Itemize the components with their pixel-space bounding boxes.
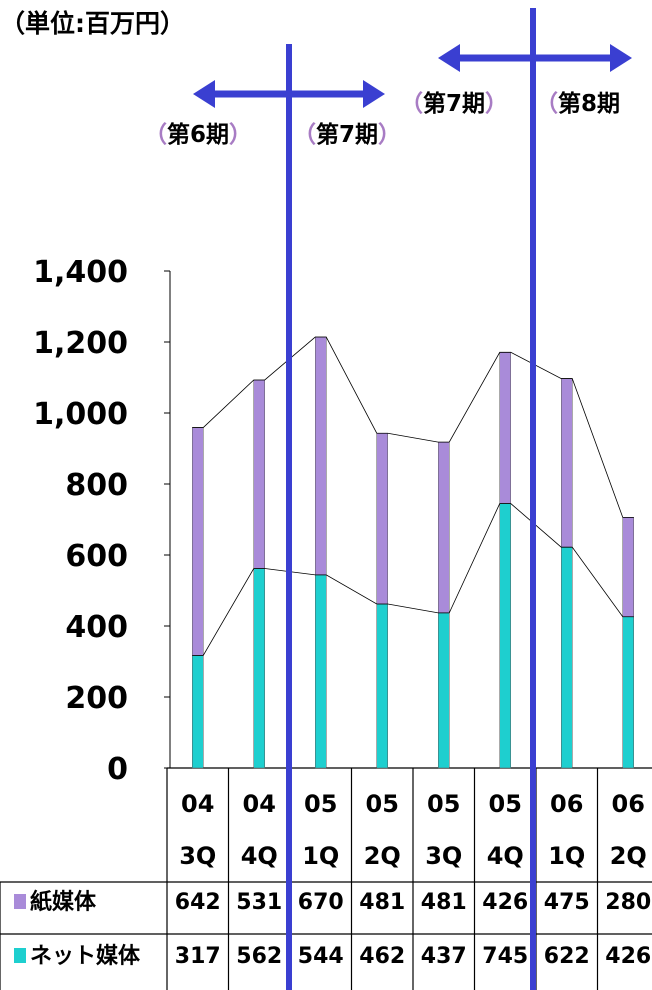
y-tick-label: 400 [65, 610, 128, 645]
series-line-total [192, 336, 634, 518]
bar-paper [438, 441, 450, 614]
x-category-label-quarter: 3Q [179, 842, 216, 870]
x-category-label-year: 04 [243, 790, 276, 818]
x-category-label-quarter: 1Q [548, 842, 585, 870]
x-category-label-quarter: 2Q [610, 842, 647, 870]
legend-swatch [14, 948, 26, 963]
y-tick-label: 800 [65, 468, 128, 503]
table-cell-value: 745 [482, 944, 528, 969]
x-category-label-year: 04 [181, 790, 214, 818]
table-cell-value: 622 [544, 944, 590, 969]
y-tick-label: 1,400 [33, 255, 128, 290]
period-label: （第7期） [400, 90, 508, 117]
x-category-label-quarter: 3Q [425, 842, 462, 870]
bar-net [376, 603, 388, 769]
y-tick-label: 200 [65, 681, 128, 716]
y-tick-label: 1,200 [33, 326, 128, 361]
table-cell-value: 642 [175, 890, 221, 915]
period-label: （第8期 [535, 90, 620, 117]
bars [192, 336, 634, 769]
x-category-label-year: 06 [612, 790, 645, 818]
bar-net [622, 616, 634, 769]
table-cell-value: 317 [175, 944, 221, 969]
arrow-head-right [363, 80, 385, 108]
arrow-head-left [438, 44, 460, 72]
legend-swatch [14, 894, 26, 909]
legend-label: 紙媒体 [30, 889, 97, 915]
bar-paper [622, 517, 634, 618]
table-cell-value: 426 [605, 944, 651, 969]
table-cell-value: 475 [544, 890, 590, 915]
table-cell-value: 544 [298, 944, 344, 969]
bar-net [561, 546, 573, 769]
bar-net [192, 655, 204, 769]
arrow-head-left [193, 80, 215, 108]
table-cell-value: 426 [482, 890, 528, 915]
y-tick-label: 1,000 [33, 397, 128, 432]
table-cell-value: 562 [236, 944, 282, 969]
bar-paper [561, 378, 573, 548]
table-cell-value: 437 [421, 944, 467, 969]
bar-paper [253, 379, 265, 569]
x-category-label-year: 05 [366, 790, 399, 818]
bar-paper [315, 336, 327, 576]
series-lines [192, 336, 634, 656]
period-annotations: （第6期） （第7期） （第7期） （第8期 [144, 8, 632, 990]
x-category-label-quarter: 2Q [364, 842, 401, 870]
bar-paper [376, 432, 388, 605]
bar-paper [499, 352, 511, 504]
table-cell-value: 481 [421, 890, 467, 915]
table-cell-value: 481 [359, 890, 405, 915]
y-tick-label: 0 [107, 752, 128, 787]
bar-net [438, 612, 450, 769]
x-category-label-quarter: 4Q [241, 842, 278, 870]
table-cell-value: 670 [298, 890, 344, 915]
x-category-label-year: 05 [304, 790, 337, 818]
x-category-label-year: 05 [489, 790, 522, 818]
y-tick-label: 600 [65, 539, 128, 574]
x-category-label-year: 06 [550, 790, 583, 818]
table-cell-value: 280 [605, 890, 651, 915]
series-line-net [192, 503, 634, 656]
x-category-label-quarter: 1Q [302, 842, 339, 870]
period-label: （第7期） [293, 121, 401, 148]
table-cell-value: 531 [236, 890, 282, 915]
bar-paper [192, 427, 204, 656]
bar-net [499, 503, 511, 769]
period-label: （第6期） [144, 121, 252, 148]
bar-net [253, 568, 265, 769]
table-cell-value: 462 [359, 944, 405, 969]
x-category-label-year: 05 [427, 790, 460, 818]
x-category-label-quarter: 4Q [487, 842, 524, 870]
bar-net [315, 574, 327, 769]
legend-label: ネット媒体 [30, 943, 141, 969]
data-table: 04 3Q 04 4Q 05 1Q 05 2Q 05 3Q 05 4Q 06 1Q 06 2Q 紙媒体 642 53… [0, 767, 652, 990]
y-axis: 0 200 400 600 800 1,000 1,200 1,400 [33, 255, 171, 787]
arrow-head-right [610, 44, 632, 72]
unit-label: （単位:百万円） [0, 9, 185, 38]
